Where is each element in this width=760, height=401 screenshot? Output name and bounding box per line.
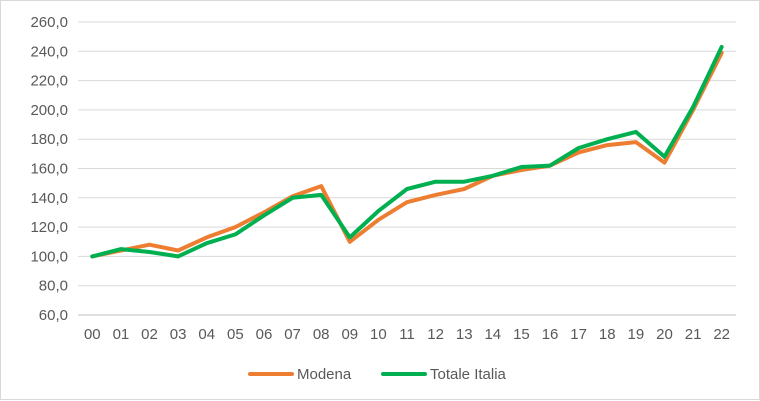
y-tick-label: 200,0 (30, 102, 68, 119)
x-tick-label: 14 (484, 326, 501, 343)
x-tick-label: 22 (713, 326, 730, 343)
x-tick-label: 04 (198, 326, 215, 343)
x-tick-label: 21 (685, 326, 702, 343)
x-tick-label: 02 (141, 326, 158, 343)
x-tick-label: 01 (113, 326, 130, 343)
x-tick-label: 20 (656, 326, 673, 343)
x-tick-label: 11 (399, 326, 415, 343)
gridlines (78, 21, 736, 316)
x-tick-label: 16 (542, 326, 559, 343)
y-tick-label: 120,0 (30, 219, 68, 236)
x-tick-label: 13 (456, 326, 473, 343)
x-tick-label: 19 (628, 326, 645, 343)
series-line-modena (90, 50, 724, 259)
x-tick-label: 17 (570, 326, 587, 343)
y-tick-label: 220,0 (30, 73, 68, 90)
x-tick-label: 03 (170, 326, 187, 343)
x-tick-label: 06 (256, 326, 273, 343)
x-tick-label: 18 (599, 326, 616, 343)
legend-label: Modena (297, 366, 352, 383)
x-tick-label: 09 (341, 326, 358, 343)
x-tick-label: 07 (284, 326, 301, 343)
y-tick-label: 80,0 (39, 278, 68, 295)
y-tick-label: 140,0 (30, 190, 68, 207)
x-tick-label: 00 (84, 326, 101, 343)
legend: Modena Totale Italia (248, 366, 507, 383)
x-tick-label: 10 (370, 326, 387, 343)
x-axis: 00 01 02 03 04 05 06 07 08 09 10 11 12 13 14 15 16 17 18 19… (78, 314, 736, 343)
series-lines (90, 44, 724, 259)
x-tick-label: 05 (227, 326, 244, 343)
y-tick-label: 260,0 (30, 14, 68, 31)
x-tick-label: 12 (427, 326, 444, 343)
y-tick-label: 160,0 (30, 161, 68, 178)
y-tick-label: 240,0 (30, 43, 68, 60)
legend-label: Totale Italia (430, 366, 507, 383)
x-tick-label: 08 (313, 326, 330, 343)
y-axis-tick-labels: 60,0 80,0 100,0 120,0 140,0 160,0 180,0 200,0 22… (30, 14, 68, 324)
series-line-totale-italia (90, 44, 724, 259)
y-tick-label: 100,0 (30, 248, 68, 265)
x-tick-label: 15 (513, 326, 530, 343)
y-tick-label: 180,0 (30, 131, 68, 148)
y-tick-label: 60,0 (39, 307, 68, 324)
